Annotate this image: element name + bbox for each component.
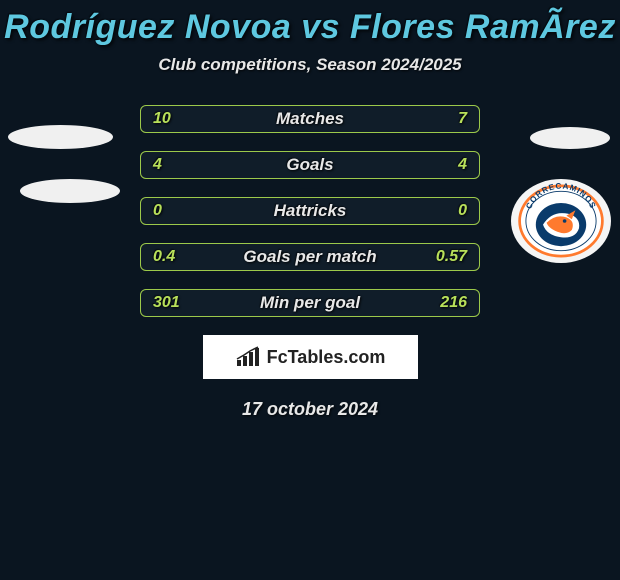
stat-left-value: 10	[153, 110, 171, 128]
stat-label: Min per goal	[260, 293, 360, 313]
stat-left-value: 4	[153, 156, 162, 174]
brand-box: FcTables.com	[203, 335, 418, 379]
stat-right-value: 216	[440, 294, 467, 312]
page-title: Rodríguez Novoa vs Flores RamÃ­rez	[0, 8, 620, 47]
stat-row-matches: 10 Matches 7	[140, 105, 480, 133]
date-text: 17 october 2024	[0, 399, 620, 420]
brand-text: FcTables.com	[267, 347, 386, 368]
stat-right-value: 4	[458, 156, 467, 174]
stat-row-goals-per-match: 0.4 Goals per match 0.57	[140, 243, 480, 271]
stat-left-value: 0	[153, 202, 162, 220]
stat-label: Goals per match	[243, 247, 376, 267]
stat-row-min-per-goal: 301 Min per goal 216	[140, 289, 480, 317]
stat-label: Goals	[286, 155, 333, 175]
stat-row-goals: 4 Goals 4	[140, 151, 480, 179]
stats-table: 10 Matches 7 4 Goals 4 0 Hattricks 0 0.4…	[0, 105, 620, 317]
stat-right-value: 0.57	[436, 248, 467, 266]
bar-chart-icon	[235, 346, 261, 368]
stat-left-value: 301	[153, 294, 180, 312]
stat-right-value: 0	[458, 202, 467, 220]
stat-label: Matches	[276, 109, 344, 129]
stat-label: Hattricks	[274, 201, 347, 221]
subtitle: Club competitions, Season 2024/2025	[0, 55, 620, 75]
stat-right-value: 7	[458, 110, 467, 128]
stat-left-value: 0.4	[153, 248, 175, 266]
stat-row-hattricks: 0 Hattricks 0	[140, 197, 480, 225]
